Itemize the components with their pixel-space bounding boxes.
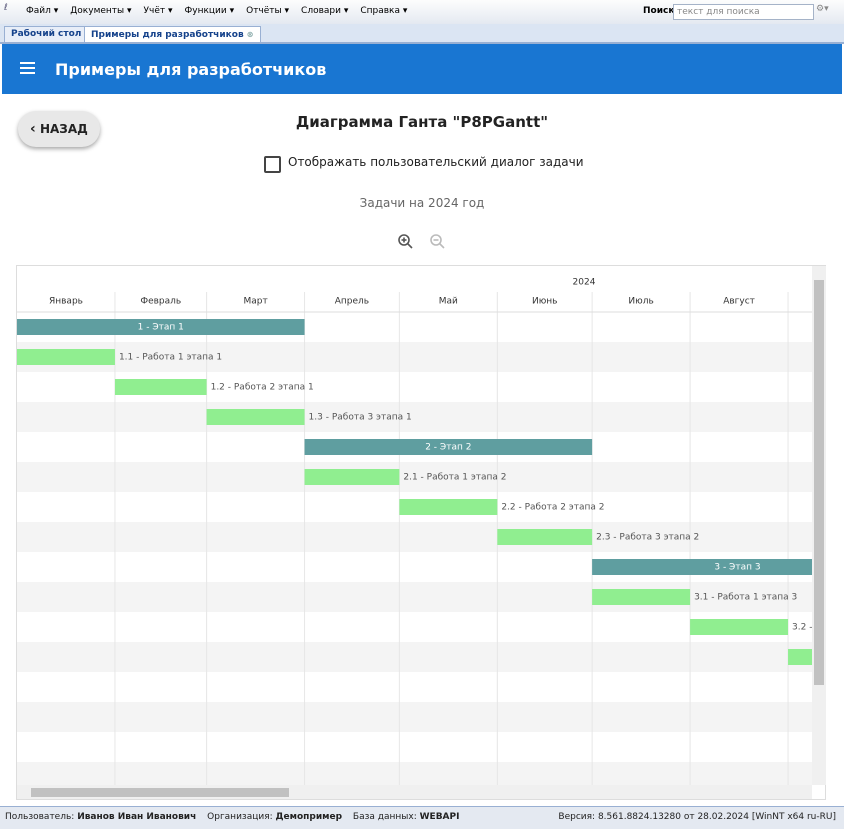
zoom-in[interactable]	[398, 234, 413, 249]
h-scrollbar[interactable]	[17, 785, 812, 799]
stage-bar	[304, 439, 593, 455]
month-label: Май	[439, 297, 458, 307]
header-title: Примеры для разработчиков	[55, 60, 327, 79]
row-band	[17, 582, 812, 612]
menu-item-label: Документы	[70, 6, 125, 16]
tab[interactable]: Рабочий стол	[4, 26, 89, 42]
db-label: База данных:	[352, 812, 417, 822]
task-label: 2.1 - Работа 1 этапа 2	[403, 473, 506, 483]
row-band	[17, 402, 812, 432]
menu-item[interactable]: Учёт ▾	[143, 6, 173, 16]
menu-item[interactable]: Словари ▾	[301, 6, 349, 16]
org-label: Организация:	[207, 812, 273, 822]
menu-icon[interactable]	[20, 61, 36, 75]
page-title: Диаграмма Ганта "P8PGantt"	[295, 113, 549, 131]
task-bar	[114, 379, 207, 395]
stage-bar	[592, 559, 812, 575]
task-label: 2.3 - Работа 3 этапа 2	[596, 533, 699, 543]
month-label: Март	[243, 297, 267, 307]
tab-active[interactable]: Примеры для разработчиков ⊗	[84, 26, 261, 42]
stage-bar	[17, 319, 305, 335]
task-bar	[206, 409, 305, 425]
back-button[interactable]: ‹ НАЗАД	[18, 111, 100, 147]
task-bar	[497, 529, 593, 545]
gantt-subtitle: Задачи на 2024 год	[359, 196, 485, 210]
task-bar	[592, 589, 691, 605]
db: WEBAPI	[419, 812, 460, 822]
task-bar	[17, 349, 115, 365]
menu-item-label: Справка	[360, 6, 401, 16]
task-label: 2.2 - Работа 2 этапа 2	[501, 503, 604, 513]
version: Версия: 8.561.8824.13280 от 28.02.2024 […	[558, 812, 836, 822]
menu-item-label: Учёт	[143, 6, 166, 16]
menu-item[interactable]: Отчёты ▾	[246, 6, 290, 16]
menu-item[interactable]: Функции ▾	[184, 6, 235, 16]
row-band	[17, 462, 812, 492]
task-bar	[690, 619, 789, 635]
row-band	[17, 702, 812, 732]
zoom-out[interactable]	[430, 234, 445, 249]
stage-label: 1 - Этап 1	[138, 323, 184, 333]
checkbox[interactable]	[264, 156, 281, 173]
month-label: Февраль	[140, 297, 181, 307]
year-label: 2024	[573, 278, 596, 288]
row-band	[17, 342, 812, 372]
tab-bar: Рабочий стол Примеры для разработчиков ⊗	[0, 24, 844, 44]
back-label: НАЗАД	[39, 122, 88, 136]
menu-item-label: Отчёты	[246, 6, 282, 16]
search-label: Поиск:	[643, 6, 679, 16]
app-header: Примеры для разработчиков	[2, 44, 842, 94]
menu: Файл ▾ Документы ▾ Учёт ▾ Функции ▾ Отчёты ▾…	[26, 6, 419, 16]
user-label: Пользователь:	[5, 812, 75, 822]
user: Иванов Иван Иванович	[77, 812, 197, 822]
task-bar	[399, 499, 498, 515]
task-label: 3.1 - Работа 1 этапа 3	[694, 593, 797, 603]
menu-item[interactable]: Документы ▾	[70, 6, 132, 16]
tab-label: Примеры для разработчиков	[91, 30, 244, 40]
month-label: Июнь	[532, 297, 558, 307]
menu-item-label: Функции	[184, 6, 227, 16]
search-input[interactable]: текст для поиска	[673, 4, 814, 20]
task-bar	[788, 649, 812, 665]
task-label: 3.2 - Работа 2 этапа 3	[792, 623, 812, 633]
settings-icon[interactable]: ⚙▾	[816, 4, 829, 14]
app-icon: ℓ	[4, 3, 8, 13]
checkbox-label: Отображать пользовательский диалог задач…	[288, 155, 584, 169]
gantt-chart: Январь Февраль Март Апрель Май Июнь Июль Август…	[17, 278, 812, 785]
row-band	[17, 642, 812, 672]
row-band	[17, 762, 812, 785]
menu-bar: ℓ Файл ▾ Документы ▾ Учёт ▾ Функции ▾ Отчёты…	[0, 0, 844, 25]
menu-item-label: Файл	[26, 6, 51, 16]
month-label: Январь	[49, 297, 83, 307]
v-scrollbar[interactable]	[812, 266, 826, 785]
task-bar	[304, 469, 400, 485]
month-label: Апрель	[335, 297, 369, 307]
task-label: 1.3 - Работа 3 этапа 1	[309, 413, 412, 423]
stage-label: 3 - Этап 3	[714, 563, 760, 573]
org: Демопример	[275, 812, 343, 822]
zoom-controls	[398, 234, 445, 249]
task-label: 1.2 - Работа 2 этапа 1	[211, 383, 314, 393]
month-label: Август	[723, 297, 755, 307]
menu-item[interactable]: Файл ▾	[26, 6, 59, 16]
status-bar: Пользователь: Иванов Иван Иванович Орган…	[0, 806, 844, 829]
menu-item-label: Словари	[301, 6, 341, 16]
stage-label: 2 - Этап 2	[425, 443, 471, 453]
task-label: 1.1 - Работа 1 этапа 1	[119, 353, 222, 363]
row-band	[17, 522, 812, 552]
month-label: Июль	[628, 297, 653, 307]
menu-item[interactable]: Справка ▾	[360, 6, 408, 16]
